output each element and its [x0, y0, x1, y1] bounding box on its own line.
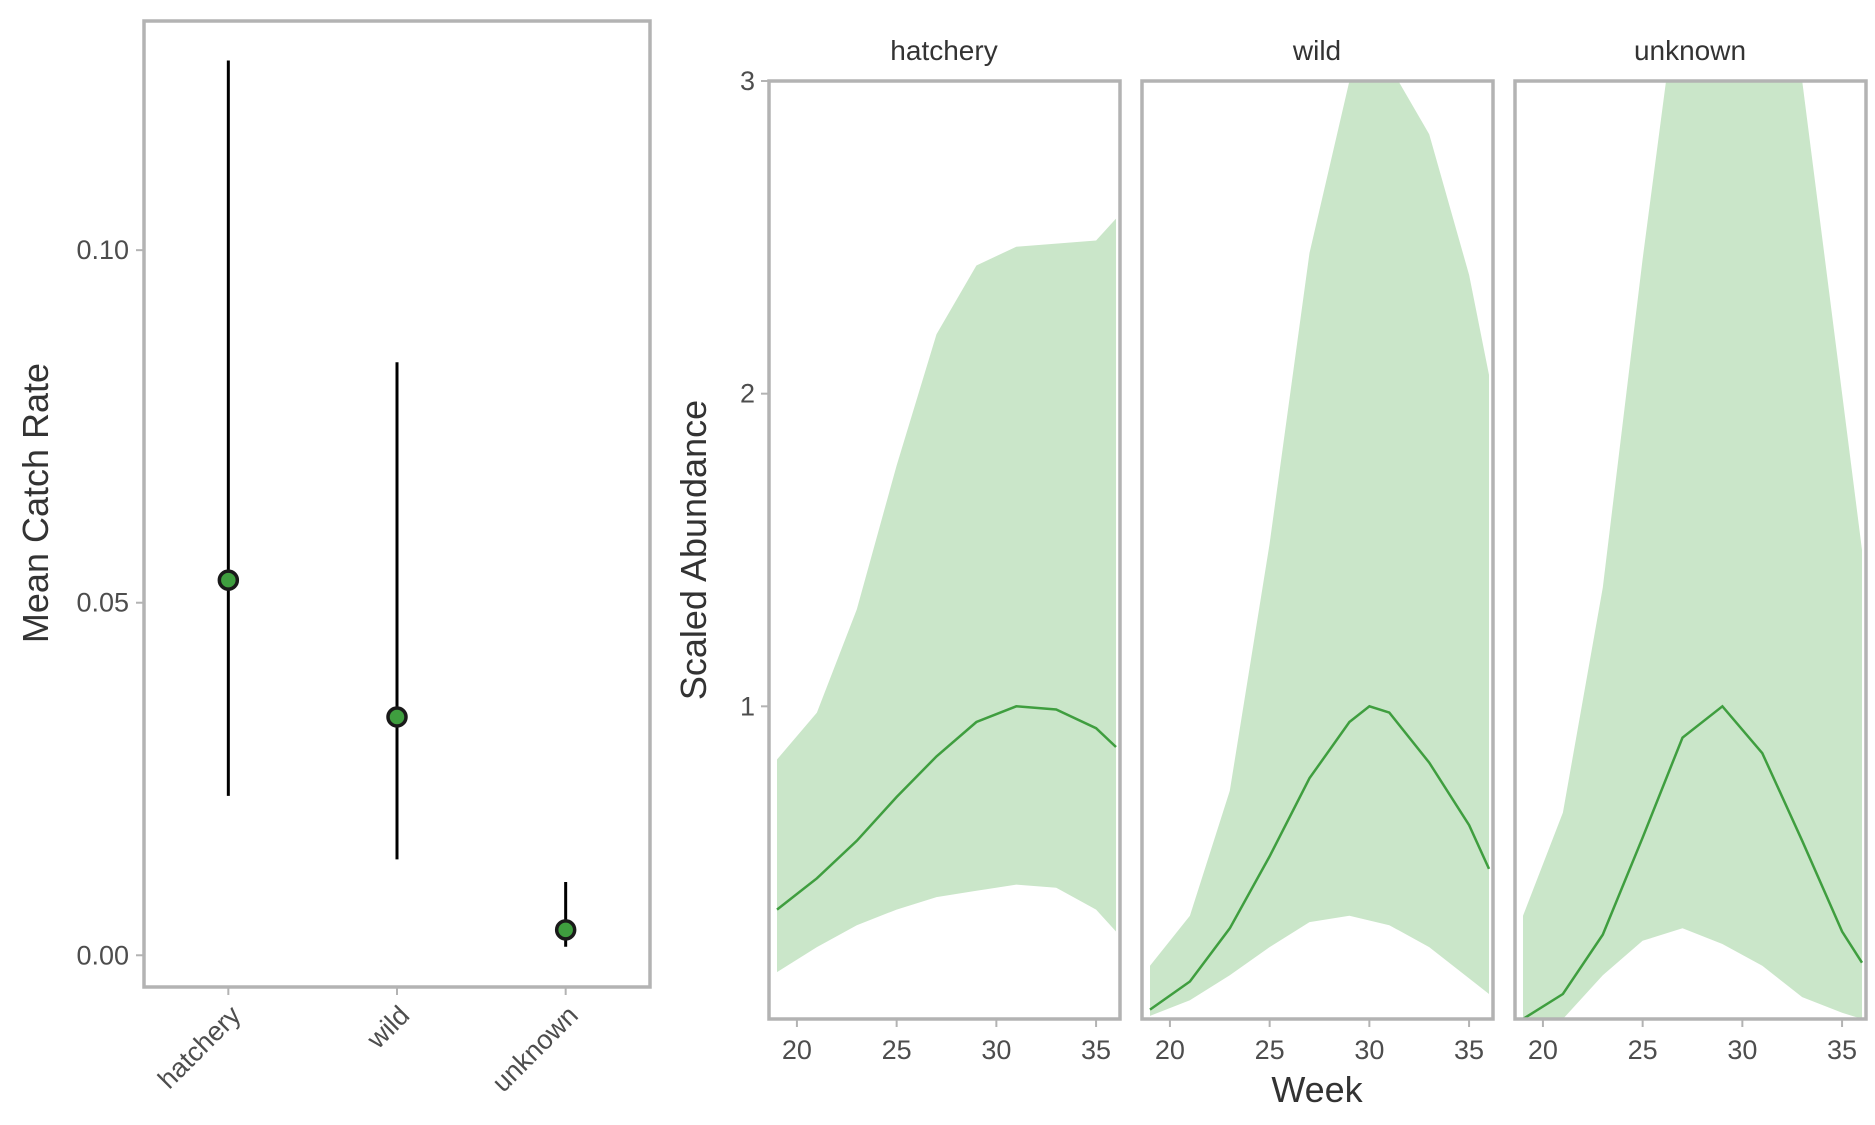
x-tick-label-unknown: unknown	[486, 1000, 584, 1098]
y-tick-label: 0.00	[76, 940, 129, 970]
x-tick-label: 25	[1628, 1035, 1658, 1065]
x-tick-label-wild: wild	[360, 1000, 415, 1055]
x-tick-label: 20	[782, 1035, 812, 1065]
mean-point-hatchery	[217, 569, 240, 591]
facet-strip-label-unknown: unknown	[1634, 35, 1746, 66]
confidence-band-unknown	[1523, 81, 1862, 1019]
x-tick-label: 25	[882, 1035, 912, 1065]
abundance-y-axis-title: Scaled Abundance	[673, 400, 714, 700]
x-tick-label: 30	[981, 1035, 1011, 1065]
facet-strip-label-hatchery: hatchery	[890, 35, 997, 66]
catch-rate-y-axis-title: Mean Catch Rate	[15, 363, 56, 643]
x-tick-label-hatchery: hatchery	[152, 1000, 247, 1095]
mean-line-wild	[1149, 704, 1491, 1011]
facet-marks-wild	[1149, 81, 1491, 1016]
y-tick-label: 2	[740, 379, 755, 409]
mean-line-hatchery	[776, 705, 1117, 911]
catch-rate-marks	[217, 60, 577, 947]
x-tick-label: 20	[1528, 1035, 1558, 1065]
mean-line-unknown	[1522, 704, 1864, 1019]
y-tick-label: 0.05	[76, 588, 129, 618]
x-tick-label: 35	[1827, 1035, 1857, 1065]
mean-point-wild	[386, 706, 408, 728]
facet-frame-wild	[1140, 79, 1495, 1021]
facet-strip-label-wild: wild	[1292, 35, 1341, 66]
x-tick-label: 30	[1354, 1035, 1384, 1065]
y-tick-label: 1	[740, 691, 755, 721]
x-tick-label: 20	[1155, 1035, 1185, 1065]
facet-marks-unknown	[1522, 81, 1864, 1019]
facet-marks-hatchery	[776, 218, 1117, 973]
confidence-band-hatchery	[777, 218, 1116, 973]
facet-panel-wild: wild	[1140, 35, 1495, 1021]
facet-frame-hatchery	[767, 79, 1122, 1021]
abundance-x-axis-title: Week	[1271, 1069, 1363, 1110]
x-tick-label: 35	[1454, 1035, 1484, 1065]
abundance-y-ticks: 1 2 3	[740, 66, 769, 721]
catch-rate-chart: 0.00 0.05 0.10 hatchery wild unknown Mean Ca…	[15, 19, 652, 1098]
facet-frame-unknown	[1513, 79, 1868, 1021]
catch-rate-x-ticks: hatchery wild unknown	[152, 987, 584, 1098]
x-tick-label: 30	[1727, 1035, 1757, 1065]
abundance-x-ticks: 20 25 30 35 20 25 30 35 20 25 30 35	[782, 1019, 1857, 1065]
x-tick-label: 25	[1255, 1035, 1285, 1065]
y-tick-label: 0.10	[76, 235, 129, 265]
x-tick-label: 35	[1081, 1035, 1111, 1065]
catch-rate-y-ticks: 0.00 0.05 0.10	[76, 235, 144, 970]
mean-point-unknown	[554, 919, 577, 941]
y-tick-label: 3	[740, 66, 755, 96]
facet-panel-unknown: unknown	[1513, 35, 1868, 1021]
facet-panel-hatchery: hatchery	[767, 35, 1122, 1021]
confidence-band-wild	[1150, 81, 1489, 1016]
abundance-chart: hatchery wild unknown 1 2 3 20 25 30 35 20 25 30…	[673, 35, 1868, 1110]
